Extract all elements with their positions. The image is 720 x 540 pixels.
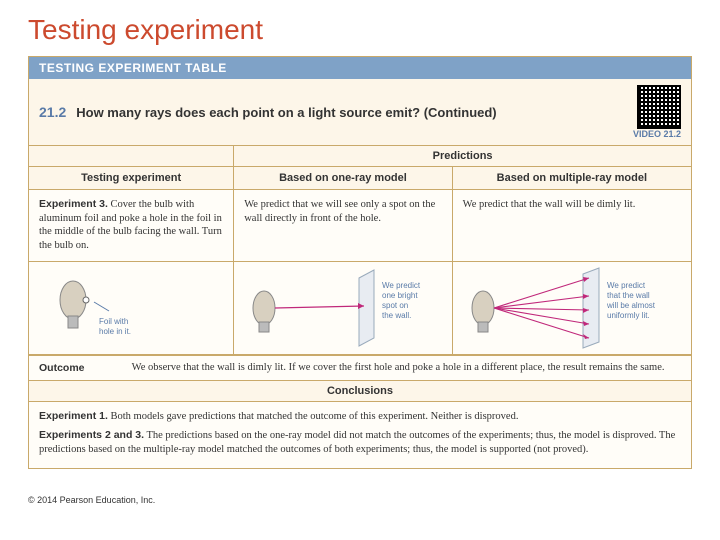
section-number: 21.2 (39, 104, 66, 120)
outcome-row: Outcome We observe that the wall is diml… (29, 355, 691, 381)
col-experiment: Testing experiment (29, 167, 234, 189)
outcome-label: Outcome (29, 356, 122, 380)
oneray-diagram: We predict one bright spot on the wall. (234, 262, 452, 354)
col-multi: Based on multiple-ray model (453, 167, 691, 189)
oneray-prediction: We predict that we will see only a spot … (234, 190, 452, 261)
svg-text:will be almost: will be almost (606, 301, 656, 310)
conclusions-body: Experiment 1. Both models gave predictio… (29, 402, 691, 469)
video-label: VIDEO 21.2 (629, 129, 681, 139)
copyright: © 2014 Pearson Education, Inc. (28, 495, 692, 505)
svg-text:that the wall: that the wall (607, 291, 650, 300)
svg-text:one bright: one bright (382, 291, 418, 300)
table-header-bar: TESTING EXPERIMENT TABLE (29, 57, 691, 79)
experiment-table: TESTING EXPERIMENT TABLE 21.2 How many r… (28, 56, 692, 469)
conclusions-header: Conclusions (29, 381, 691, 402)
col-oneray: Based on one-ray model (234, 167, 452, 189)
svg-text:We predict: We predict (382, 281, 421, 290)
predictions-header: Predictions (29, 146, 691, 167)
experiment-text-row: Experiment 3. Cover the bulb with alumin… (29, 190, 691, 262)
qr-code-icon (637, 85, 681, 129)
diagram-row: Foil with hole in it. We predict one bri… (29, 262, 691, 355)
section-title: How many rays does each point on a light… (76, 105, 629, 120)
svg-text:spot on: spot on (382, 301, 408, 310)
bulb-diagram: Foil with hole in it. (29, 262, 234, 354)
outcome-text: We observe that the wall is dimly lit. I… (122, 356, 691, 380)
predictions-label: Predictions (234, 146, 691, 166)
svg-text:the wall.: the wall. (382, 311, 411, 320)
section-title-row: 21.2 How many rays does each point on a … (29, 79, 691, 146)
multi-diagram: We predict that the wall will be almost … (453, 262, 691, 354)
svg-text:uniformly lit.: uniformly lit. (607, 311, 650, 320)
svg-text:hole in it.: hole in it. (99, 327, 131, 336)
svg-text:We predict: We predict (607, 281, 646, 290)
multi-prediction: We predict that the wall will be dimly l… (453, 190, 691, 261)
column-headers: Testing experiment Based on one-ray mode… (29, 167, 691, 190)
experiment-description: Experiment 3. Cover the bulb with alumin… (29, 190, 234, 261)
page-title: Testing experiment (28, 14, 692, 46)
svg-text:Foil with: Foil with (99, 317, 128, 326)
